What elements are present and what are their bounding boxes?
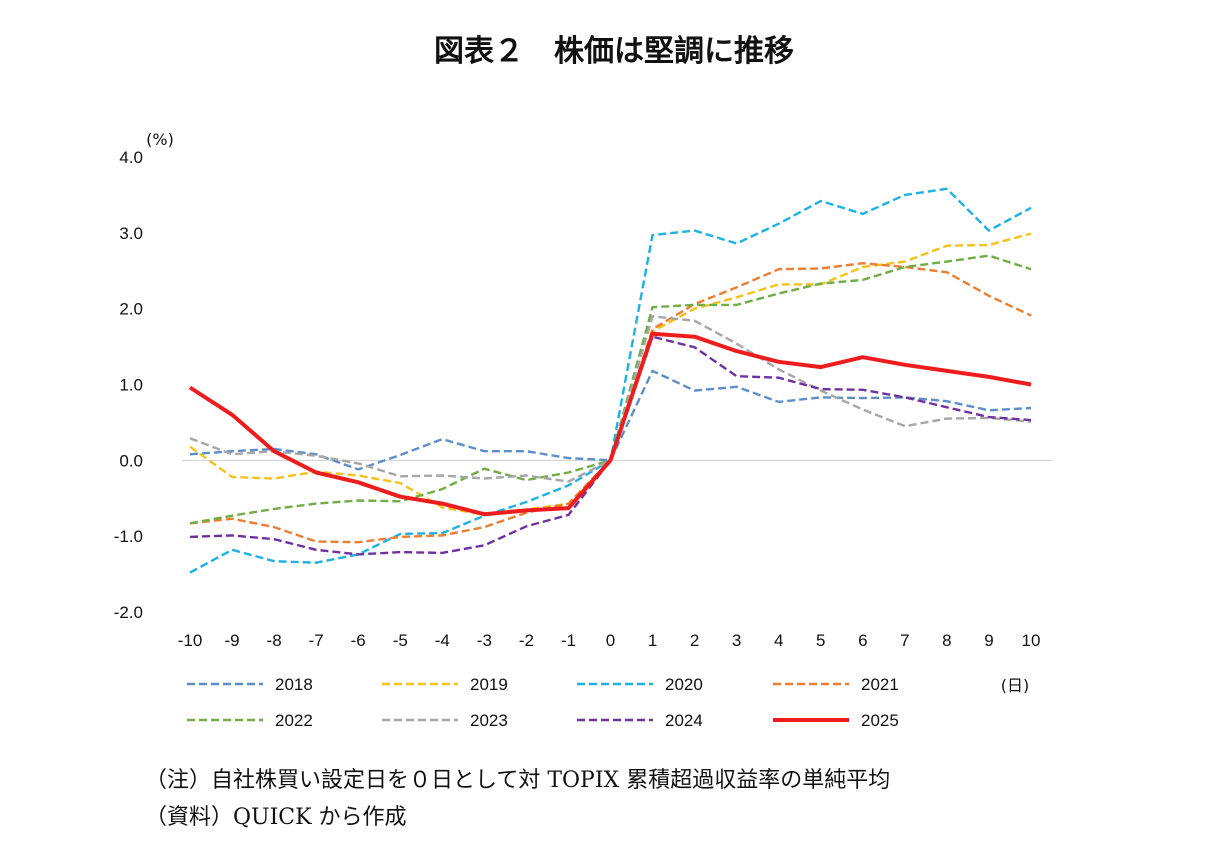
y-tick-labels: 4.0 3.0 2.0 1.0 0.0 -1.0 -2.0: [114, 148, 143, 622]
series-line-2022: [189, 254, 1032, 525]
x-tick-label: 0: [606, 631, 615, 650]
x-axis-unit: (日): [1001, 676, 1030, 695]
x-tick-label: 7: [900, 631, 909, 650]
series-line-2025: [188, 331, 1032, 517]
x-tick-label: 9: [984, 631, 993, 650]
x-tick-label: 5: [816, 631, 825, 650]
legend-label-2024: 2024: [665, 711, 703, 730]
series-line-2021: [189, 262, 1032, 544]
y-tick-label: 4.0: [119, 148, 143, 167]
x-tick-label: 10: [1022, 631, 1041, 650]
x-tick-label: 1: [648, 631, 657, 650]
x-tick-label: 6: [858, 631, 867, 650]
x-tick-label: 2: [690, 631, 699, 650]
y-tick-label: 0.0: [119, 451, 143, 470]
legend-label-2020: 2020: [665, 675, 703, 694]
series-lines: [188, 187, 1032, 574]
legend-label-2021: 2021: [861, 675, 899, 694]
legend-label-2022: 2022: [275, 711, 313, 730]
x-tick-label: 8: [942, 631, 951, 650]
legend-label-2025: 2025: [861, 711, 899, 730]
y-tick-label: 2.0: [119, 300, 143, 319]
x-tick-labels: -10 -9 -8 -7 -6 -5 -4 -3 -2 -1 0 1 2 3 4 5 6 7 8 9 10: [178, 631, 1041, 650]
x-tick-label: -2: [519, 631, 534, 650]
y-tick-label: -1.0: [114, 527, 143, 546]
series-line-2018: [189, 369, 1032, 471]
x-tick-label: 4: [774, 631, 783, 650]
x-tick-label: -8: [267, 631, 282, 650]
x-tick-label: -7: [309, 631, 324, 650]
x-tick-label: -3: [477, 631, 492, 650]
legend-label-2019: 2019: [470, 675, 508, 694]
x-tick-label: -5: [393, 631, 408, 650]
legend-label-2018: 2018: [275, 675, 313, 694]
y-tick-label: 3.0: [119, 224, 143, 243]
series-line-2024: [189, 335, 1032, 556]
y-tick-label: 1.0: [119, 376, 143, 395]
source-text: （資料）QUICK から作成: [145, 805, 407, 830]
x-tick-label: 3: [732, 631, 741, 650]
x-tick-label: -6: [351, 631, 366, 650]
legend: (日) 2018 2019 2020 2021 2022 2023 2024 2025: [187, 675, 1029, 730]
axis-layer: (%): [146, 130, 1053, 461]
notes-block: （注）自社株買い設定日を０日として対 TOPIX 累積超過収益率の単純平均 （資…: [145, 762, 1205, 836]
y-axis-unit: (%): [146, 130, 174, 149]
x-tick-label: -4: [435, 631, 450, 650]
line-chart: (%) 4.03.02.01.00.0-1.0-2.0 -10 -9 -8 -7 -6-…: [114, 130, 1053, 730]
legend-label-2023: 2023: [470, 711, 508, 730]
x-tick-label: -10: [178, 631, 203, 650]
x-tick-label: -1: [561, 631, 576, 650]
series-line-2020: [189, 187, 1032, 574]
note-text: （注）自社株買い設定日を０日として対 TOPIX 累積超過収益率の単純平均: [145, 768, 891, 793]
y-tick-label: -2.0: [114, 603, 143, 622]
x-tick-label: -9: [224, 631, 239, 650]
chart-title: 図表２ 株価は堅調に推移: [434, 34, 794, 69]
